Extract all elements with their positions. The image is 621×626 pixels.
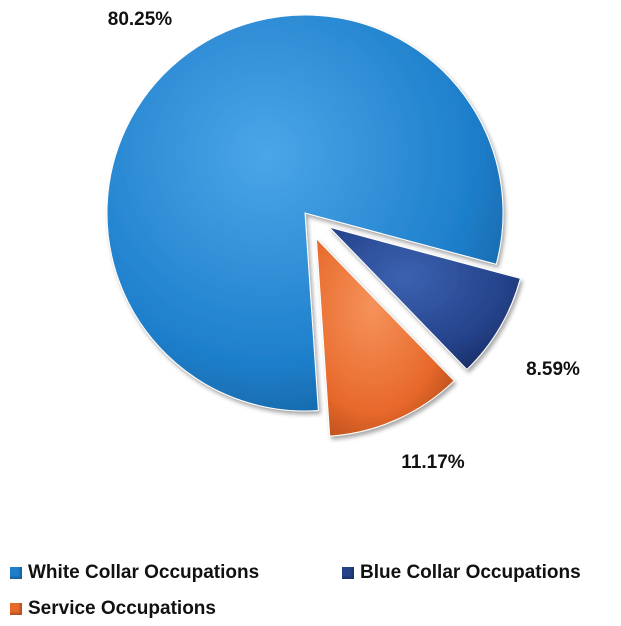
- legend-label-blue-collar: Blue Collar Occupations: [360, 562, 581, 583]
- pie-slice-white-collar: [106, 14, 504, 412]
- data-label-service: 11.17%: [401, 452, 464, 473]
- legend-swatch-service: [10, 603, 22, 615]
- legend-swatch-blue-collar: [342, 567, 354, 579]
- legend-item-service: Service Occupations: [10, 598, 216, 620]
- pie-slice-blue-collar: [327, 226, 522, 371]
- legend-label-service: Service Occupations: [28, 598, 216, 619]
- data-label-white-collar: 80.25%: [108, 9, 173, 30]
- data-label-blue-collar: 8.59%: [526, 359, 580, 380]
- legend-label-white-collar: White Collar Occupations: [28, 562, 260, 583]
- legend-item-blue-collar: Blue Collar Occupations: [342, 562, 581, 584]
- legend-item-white-collar: White Collar Occupations: [10, 562, 259, 584]
- pie-slice-service: [315, 237, 455, 437]
- legend-swatch-white-collar: [10, 567, 22, 579]
